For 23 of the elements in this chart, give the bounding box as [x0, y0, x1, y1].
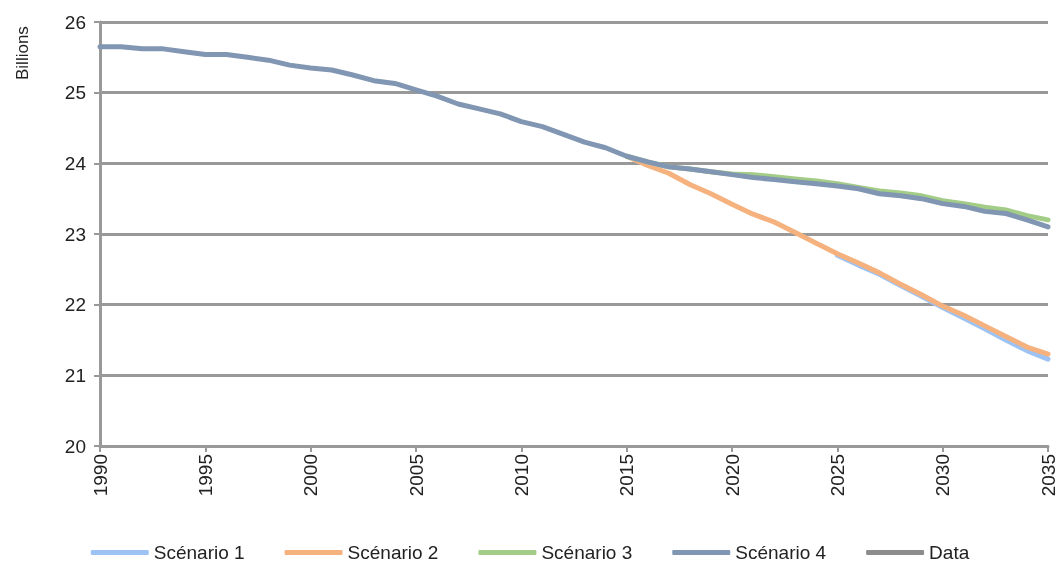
y-tick-label: 23: [64, 223, 86, 245]
x-tick-label: 2010: [510, 454, 532, 497]
legend-label: Data: [929, 542, 970, 563]
legend-label: Scénario 4: [735, 542, 827, 563]
y-axis-title: Billions: [13, 26, 32, 80]
legend-label: Scénario 3: [541, 542, 633, 563]
x-tick-label: 1995: [194, 454, 216, 497]
y-tick-label: 21: [64, 364, 86, 386]
y-tick-label: 26: [64, 11, 86, 33]
y-tick-label: 22: [64, 294, 86, 316]
x-tick-label: 1990: [89, 454, 111, 497]
x-tick-label: 2000: [300, 454, 322, 497]
x-tick-label: 2020: [721, 454, 743, 497]
legend-label: Scénario 2: [347, 542, 439, 563]
x-tick-label: 2025: [826, 454, 848, 497]
y-tick-label: 24: [64, 152, 87, 174]
y-tick-label: 25: [64, 82, 86, 104]
x-tick-label: 2005: [405, 454, 427, 497]
x-tick-label: 2015: [616, 454, 638, 497]
x-tick-label: 2035: [1037, 454, 1059, 497]
legend-label: Scénario 1: [153, 542, 245, 563]
x-tick-label: 2030: [932, 454, 954, 497]
y-tick-label: 20: [64, 435, 86, 457]
